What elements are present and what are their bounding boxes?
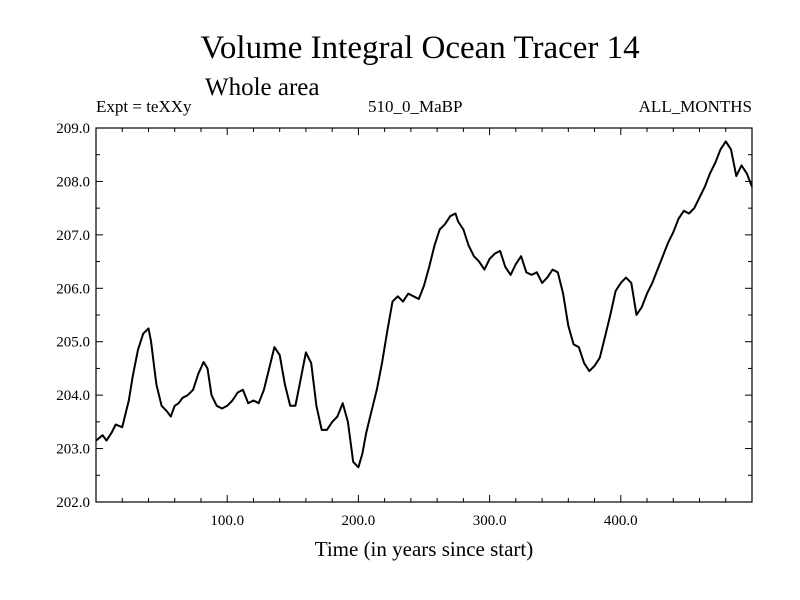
x-tick-label: 300.0: [473, 513, 507, 529]
axis-ticks: [96, 128, 752, 502]
y-tick-label: 203.0: [56, 442, 90, 458]
y-tick-label: 204.0: [56, 388, 90, 404]
y-tick-label: 205.0: [56, 335, 90, 351]
plot-frame: [96, 128, 752, 502]
line-chart: 202.0 203.0 204.0 205.0 206.0 207.0 208.0 209.0…: [0, 0, 800, 600]
series-line: [96, 141, 752, 467]
x-axis-label: Time (in years since start): [315, 537, 534, 561]
x-tick-label: 100.0: [210, 513, 244, 529]
y-tick-label: 209.0: [56, 121, 90, 137]
y-tick-label: 206.0: [56, 281, 90, 297]
x-tick-label: 400.0: [604, 513, 638, 529]
y-tick-label: 202.0: [56, 495, 90, 511]
y-tick-label: 208.0: [56, 174, 90, 190]
y-tick-label: 207.0: [56, 228, 90, 244]
axis-tick-labels: 202.0 203.0 204.0 205.0 206.0 207.0 208.0 209.0…: [56, 121, 637, 529]
x-tick-label: 200.0: [342, 513, 376, 529]
